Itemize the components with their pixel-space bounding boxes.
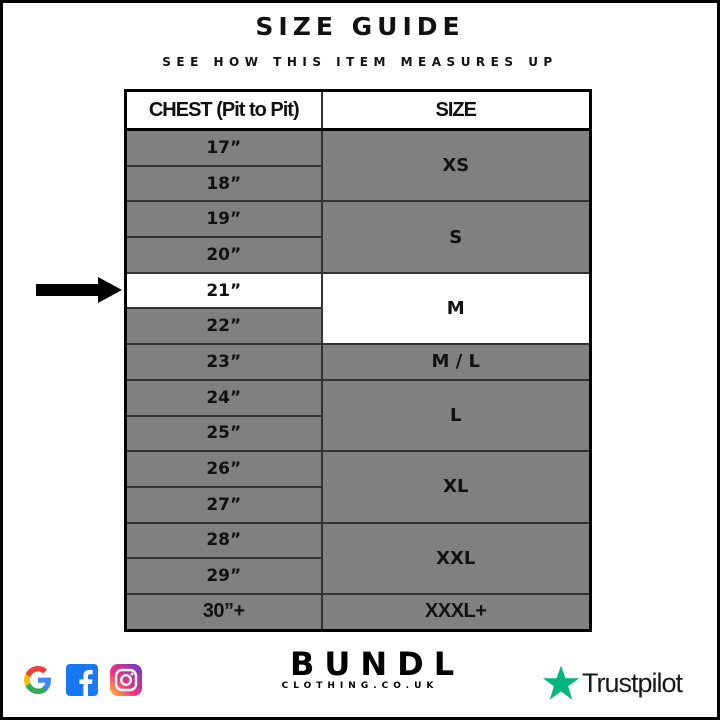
header-chest: CHEST (Pit to Pit) bbox=[124, 89, 323, 131]
table-row: 27” bbox=[124, 485, 591, 524]
table-row: 20” bbox=[124, 236, 591, 274]
chest-cell: 24” bbox=[124, 378, 323, 417]
google-icon[interactable] bbox=[22, 664, 54, 696]
chest-cell: 30”+ bbox=[124, 592, 323, 632]
size-cell: XL bbox=[320, 450, 592, 524]
table-row: 22” bbox=[124, 307, 591, 346]
size-cell: M / L bbox=[320, 343, 592, 381]
chest-cell: 17” bbox=[124, 128, 323, 167]
page-subtitle: SEE HOW THIS ITEM MEASURES UP bbox=[162, 55, 558, 69]
chest-cell: 28” bbox=[124, 521, 323, 560]
brand-site: CLOTHING.CO.UK bbox=[281, 681, 439, 691]
star-icon bbox=[542, 665, 580, 700]
chest-cell: 23” bbox=[124, 343, 323, 381]
facebook-icon[interactable] bbox=[66, 664, 98, 696]
chest-cell: 20” bbox=[124, 236, 323, 274]
table-row: 24” L bbox=[124, 378, 592, 453]
table-row: 30”+ XXXL+ bbox=[124, 592, 592, 632]
table-row: 23” M / L bbox=[124, 343, 592, 381]
page-title: SIZE GUIDE bbox=[255, 12, 465, 41]
instagram-icon[interactable] bbox=[110, 664, 142, 696]
chest-cell: 19” bbox=[124, 200, 323, 239]
chest-cell: 25” bbox=[124, 414, 323, 453]
brand-name: BUNDL bbox=[290, 645, 465, 683]
chest-cell: 27” bbox=[124, 485, 323, 524]
table-row: 28” XXL bbox=[124, 521, 592, 595]
trustpilot-logo[interactable]: Trustpilot bbox=[542, 664, 683, 702]
table-row: 17” XS bbox=[124, 128, 592, 203]
size-cell: XS bbox=[320, 128, 592, 203]
table-row: 29” bbox=[124, 557, 591, 595]
table-row: 26” XL bbox=[124, 450, 592, 524]
table-row: 19” S bbox=[124, 200, 592, 274]
table-row: 25” bbox=[124, 414, 591, 453]
table-header-row: CHEST (Pit to Pit) SIZE bbox=[124, 89, 592, 131]
header-size: SIZE bbox=[320, 89, 592, 131]
trustpilot-text: Trustpilot bbox=[582, 667, 683, 698]
table-row: 18” bbox=[124, 164, 591, 203]
size-cell: S bbox=[320, 200, 592, 274]
brand-logo: BUNDL CLOTHING.CO.UK bbox=[280, 645, 465, 692]
table-row: 21” M bbox=[124, 271, 592, 346]
chest-cell: 18” bbox=[124, 164, 323, 203]
chest-cell: 22” bbox=[124, 307, 323, 346]
size-cell: XXL bbox=[320, 521, 592, 595]
size-cell: M bbox=[320, 271, 592, 346]
chest-cell: 21” bbox=[124, 271, 323, 310]
chest-cell: 29” bbox=[124, 557, 323, 595]
size-cell: XXXL+ bbox=[320, 592, 592, 632]
size-table: CHEST (Pit to Pit) SIZE 17” XS 18” 19” S 20” 2… bbox=[124, 89, 592, 632]
arrow-right-icon bbox=[36, 277, 122, 303]
size-cell: L bbox=[320, 378, 592, 453]
chest-cell: 26” bbox=[124, 450, 323, 488]
social-icons bbox=[22, 664, 142, 696]
